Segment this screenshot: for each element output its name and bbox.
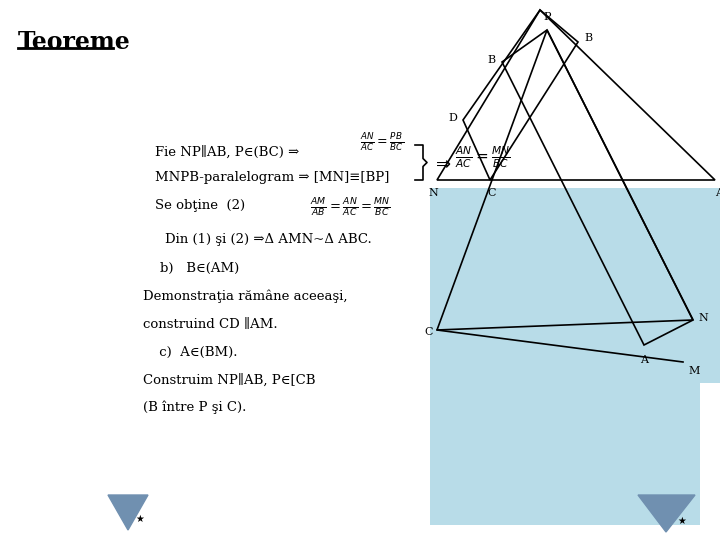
Text: Construim NP∥AB, P∈[CB: Construim NP∥AB, P∈[CB [143, 373, 315, 387]
Text: A: A [715, 188, 720, 198]
Text: ★: ★ [678, 516, 686, 526]
Polygon shape [638, 495, 695, 532]
Text: Fie NP∥AB, P∈(BC) ⇒: Fie NP∥AB, P∈(BC) ⇒ [155, 145, 300, 159]
Text: Demonstraţia rămâne aceeaşi,: Demonstraţia rămâne aceeaşi, [143, 289, 348, 303]
Text: A: A [640, 355, 648, 365]
FancyBboxPatch shape [430, 188, 720, 383]
Text: MNPB-paralelogram ⇒ [MN]≡[BP]: MNPB-paralelogram ⇒ [MN]≡[BP] [155, 171, 390, 184]
Text: $\Rightarrow$: $\Rightarrow$ [432, 154, 451, 172]
Text: B: B [488, 55, 496, 65]
Text: c)  A∈(BM).: c) A∈(BM). [155, 346, 238, 359]
Text: N: N [428, 188, 438, 198]
Text: C: C [425, 327, 433, 337]
Text: b)   B∈(AM): b) B∈(AM) [160, 261, 239, 274]
Text: Din (1) şi (2) ⇒Δ AMN~Δ ABC.: Din (1) şi (2) ⇒Δ AMN~Δ ABC. [165, 233, 372, 246]
Text: M: M [688, 366, 699, 376]
Text: ★: ★ [135, 514, 145, 524]
Text: Se obţine  (2): Se obţine (2) [155, 199, 245, 212]
Text: N: N [698, 313, 708, 323]
Text: M: M [532, 0, 544, 2]
Text: (B între P şi C).: (B între P şi C). [143, 400, 246, 414]
Text: $\frac{AN}{AC}=\frac{MN}{BC}$: $\frac{AN}{AC}=\frac{MN}{BC}$ [455, 144, 510, 170]
Text: B: B [584, 33, 592, 43]
Text: D: D [448, 113, 457, 123]
Text: Teoreme: Teoreme [18, 30, 131, 54]
FancyBboxPatch shape [430, 365, 700, 525]
Text: C: C [487, 188, 496, 198]
Text: $\frac{AM}{AB}=\frac{AN}{AC}=\frac{MN}{BC}$: $\frac{AM}{AB}=\frac{AN}{AC}=\frac{MN}{B… [310, 197, 391, 219]
Polygon shape [108, 495, 148, 530]
Text: $\frac{AN}{AC}=\frac{PB}{BC}$: $\frac{AN}{AC}=\frac{PB}{BC}$ [360, 131, 404, 153]
Text: P: P [544, 12, 551, 22]
Text: construind CD ∥AM.: construind CD ∥AM. [143, 318, 278, 330]
